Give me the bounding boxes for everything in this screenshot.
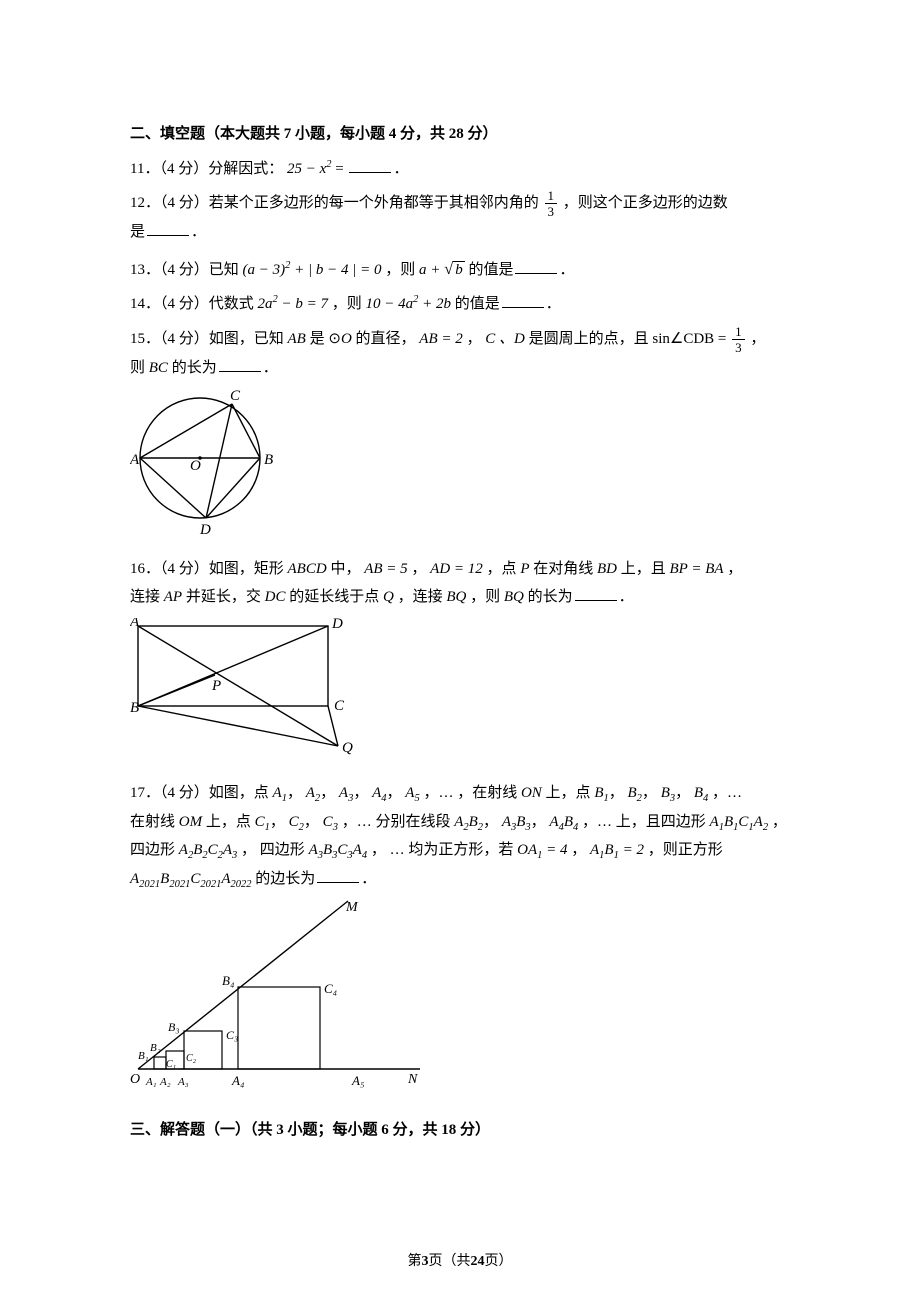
figure-squares: O N M A₁ A₂ A₃ A₄ A₅ B₁ B₂ B₃ B₄ C₁ C₂ C… bbox=[130, 899, 790, 1110]
q13-blank bbox=[515, 258, 557, 274]
svg-text:P: P bbox=[211, 678, 221, 694]
svg-text:C₂: C₂ bbox=[186, 1053, 197, 1064]
svg-text:D: D bbox=[199, 522, 211, 538]
question-12: 12．（4 分）若某个正多边形的每一个外角都等于其相邻内角的 13 ，则这个正多… bbox=[130, 189, 790, 247]
svg-text:A₅: A₅ bbox=[351, 1073, 364, 1088]
svg-text:A: A bbox=[130, 618, 140, 630]
svg-text:A₂: A₂ bbox=[159, 1076, 171, 1088]
q12-fraction: 13 bbox=[545, 189, 558, 218]
q11-blank bbox=[349, 157, 391, 173]
q14-blank bbox=[502, 292, 544, 308]
svg-text:O: O bbox=[130, 1072, 140, 1087]
q12-blank bbox=[147, 220, 189, 236]
figure-rectangle: A D B C P Q bbox=[130, 618, 790, 774]
svg-text:B₄: B₄ bbox=[222, 973, 235, 988]
q11-text-pre: 11．（4 分）分解因式： bbox=[130, 161, 283, 177]
section-3-header: 三、解答题（一）（共 3 小题；每小题 6 分，共 18 分） bbox=[130, 1116, 790, 1145]
question-13: 13．（4 分）已知 (a − 3)2 + | b − 4 | = 0 ，则 a… bbox=[130, 253, 790, 285]
question-15: 15．（4 分）如图，已知 AB 是 ⊙O 的直径， AB = 2 ， C 、D… bbox=[130, 325, 790, 383]
svg-text:B₂: B₂ bbox=[150, 1042, 161, 1054]
question-17: 17．（4 分）如图，点 A1， A2， A3， A4， A5 ，… ，在射线 … bbox=[130, 779, 790, 893]
svg-text:A₁: A₁ bbox=[145, 1076, 157, 1088]
q11-expr: 25 − x2 bbox=[287, 161, 332, 177]
svg-text:D: D bbox=[331, 618, 343, 632]
svg-text:B: B bbox=[264, 452, 273, 468]
svg-text:C₃: C₃ bbox=[226, 1028, 238, 1042]
svg-text:Q: Q bbox=[342, 740, 353, 756]
q16-blank bbox=[575, 585, 617, 601]
svg-text:B₃: B₃ bbox=[168, 1020, 180, 1034]
question-14: 14．（4 分）代数式 2a2 − b = 7 ，则 10 − 4a2 + 2b… bbox=[130, 290, 790, 319]
svg-text:C₁: C₁ bbox=[166, 1059, 176, 1070]
q15-blank bbox=[219, 356, 261, 372]
figure-circle: A B C D O bbox=[130, 388, 790, 549]
svg-text:B: B bbox=[130, 700, 139, 716]
svg-text:A₄: A₄ bbox=[231, 1073, 245, 1088]
svg-text:B₁: B₁ bbox=[138, 1050, 149, 1062]
question-16: 16．（4 分）如图，矩形 ABCD 中， AB = 5 ， AD = 12 ，… bbox=[130, 555, 790, 612]
svg-text:C: C bbox=[334, 698, 345, 714]
svg-text:C₄: C₄ bbox=[324, 981, 338, 996]
section-2-header: 二、填空题（本大题共 7 小题，每小题 4 分，共 28 分） bbox=[130, 120, 790, 149]
exam-page: 二、填空题（本大题共 7 小题，每小题 4 分，共 28 分） 11．（4 分）… bbox=[0, 0, 920, 1302]
q15-fraction: 13 bbox=[732, 325, 745, 354]
q17-blank bbox=[317, 867, 359, 883]
svg-text:O: O bbox=[190, 458, 201, 474]
page-footer: 第3页（共24页） bbox=[0, 1249, 920, 1276]
question-11: 11．（4 分）分解因式： 25 − x2 = ． bbox=[130, 155, 790, 184]
svg-text:N: N bbox=[407, 1072, 418, 1087]
svg-text:A₃: A₃ bbox=[177, 1076, 189, 1088]
svg-text:A: A bbox=[130, 452, 140, 468]
svg-text:M: M bbox=[345, 900, 359, 915]
svg-text:C: C bbox=[230, 388, 241, 404]
